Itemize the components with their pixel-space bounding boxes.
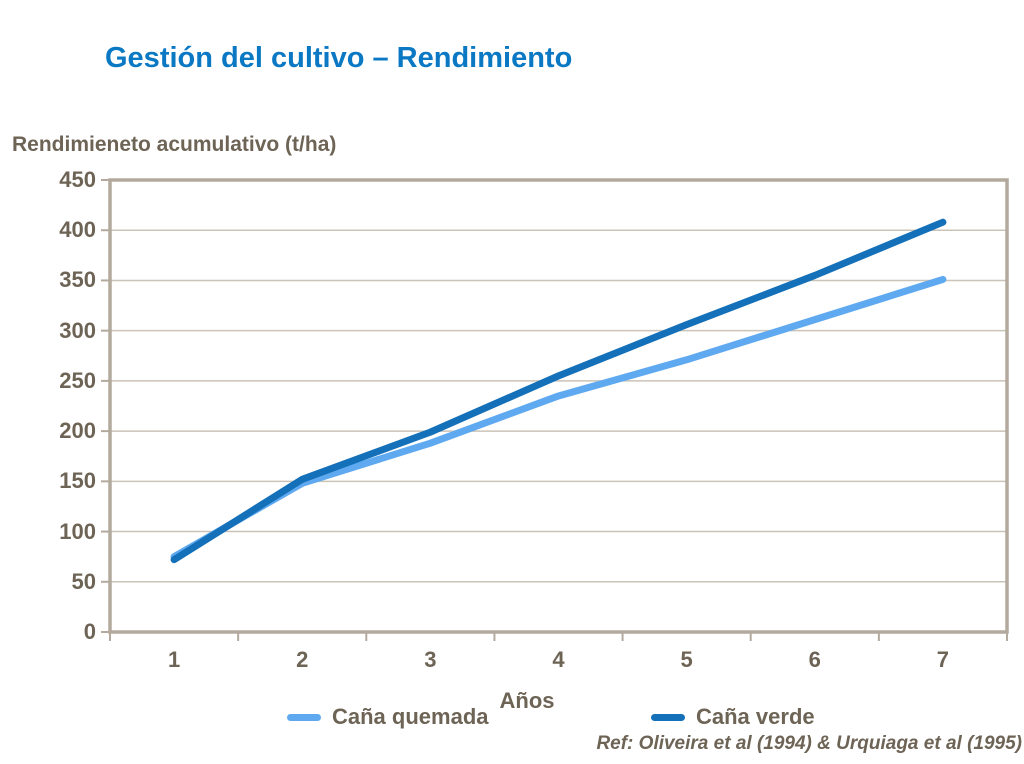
- x-tick-label-5: 5: [680, 647, 693, 672]
- reference-citation: Ref: Oliveira et al (1994) & Urquiaga et…: [596, 733, 1022, 754]
- x-tick-label-1: 1: [167, 647, 181, 672]
- y-tick-label-0: 0: [83, 619, 96, 644]
- plot-border: [108, 178, 1009, 634]
- series-line-ca-a-verde: [170, 218, 947, 564]
- y-tick-label-150: 150: [59, 468, 96, 494]
- legend-label-cana-quemada: Caña quemada: [332, 704, 489, 729]
- legend-swatch-cana-verde: [651, 713, 685, 721]
- y-tick-label-350: 350: [59, 267, 96, 293]
- x-tick-label-4: 4: [552, 647, 565, 672]
- y-tick-label-450: 450: [59, 167, 96, 192]
- y-tick-label-50: 50: [71, 568, 96, 594]
- x-tick-label-7: 7: [936, 647, 950, 672]
- legend-label-cana-verde: Caña verde: [696, 704, 815, 729]
- y-tick-label-400: 400: [59, 217, 96, 243]
- line-chart-plot-area: [101, 178, 1009, 641]
- legend-swatch-cana-quemada: [287, 713, 321, 721]
- y-tick-label-300: 300: [59, 317, 96, 343]
- legend-item-cana-verde: Caña verde: [651, 703, 815, 731]
- x-tick-label-6: 6: [808, 647, 821, 672]
- series-line-ca-a-quemada: [170, 275, 947, 561]
- y-axis-title: Rendimieneto acumulativo (t/ha): [12, 133, 337, 156]
- legend-item-cana-quemada: Caña quemada: [287, 703, 489, 731]
- x-tick-label-2: 2: [296, 647, 309, 672]
- x-axis-title: Años: [499, 688, 555, 713]
- y-tick-label-200: 200: [59, 418, 96, 444]
- page-title: Gestión del cultivo – Rendimiento: [105, 42, 573, 74]
- x-tick-label-3: 3: [424, 647, 437, 672]
- y-tick-label-250: 250: [59, 367, 96, 393]
- y-tick-label-100: 100: [59, 518, 96, 544]
